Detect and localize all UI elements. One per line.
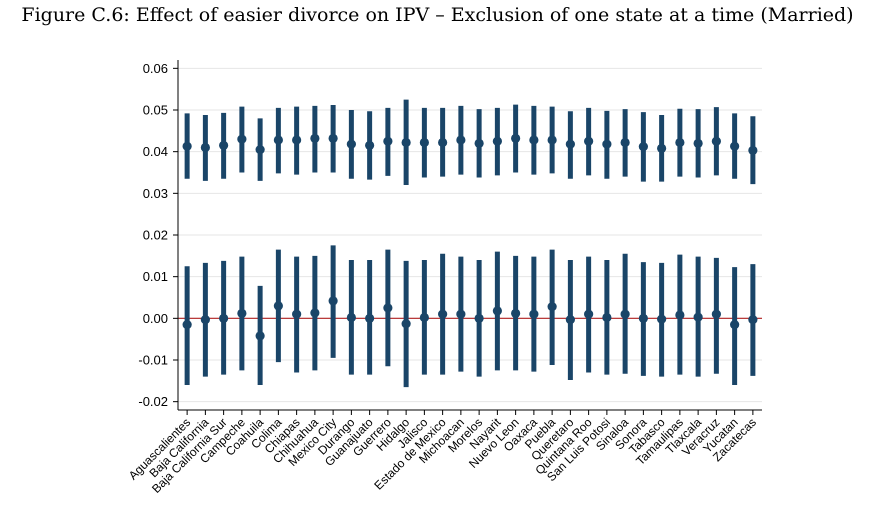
point-marker bbox=[675, 137, 685, 148]
point-marker bbox=[401, 319, 411, 329]
y-tick-label: 0.04 bbox=[143, 144, 168, 159]
point-marker bbox=[438, 309, 448, 319]
point-marker bbox=[219, 140, 229, 151]
point-marker bbox=[711, 309, 721, 319]
y-tick-label: 0.05 bbox=[143, 103, 168, 118]
point-marker bbox=[565, 139, 575, 149]
y-tick-labels: -0.02 -0.01 0.00 0.01 0.02 0.03 0.04 0.05 0.06 bbox=[138, 61, 168, 409]
point-marker bbox=[328, 133, 338, 143]
point-marker bbox=[529, 309, 539, 319]
point-marker bbox=[383, 303, 393, 313]
point-marker bbox=[492, 306, 502, 316]
point-marker bbox=[310, 308, 320, 318]
point-marker bbox=[310, 133, 320, 143]
point-marker bbox=[730, 319, 740, 330]
point-marker bbox=[584, 136, 594, 146]
point-marker bbox=[255, 331, 265, 341]
grid-lines bbox=[178, 67, 762, 403]
y-tick-label: 0.00 bbox=[143, 311, 168, 326]
point-marker bbox=[419, 137, 429, 148]
point-marker bbox=[584, 309, 594, 319]
point-marker bbox=[602, 139, 612, 149]
point-marker bbox=[182, 141, 192, 151]
point-marker bbox=[511, 133, 521, 143]
point-marker bbox=[292, 309, 302, 319]
y-tick-label: -0.01 bbox=[138, 353, 168, 368]
point-marker bbox=[693, 138, 703, 148]
point-marker bbox=[620, 309, 630, 319]
point-marker bbox=[328, 296, 338, 306]
point-marker bbox=[474, 313, 484, 323]
y-tick-label: 0.03 bbox=[143, 186, 168, 201]
point-marker bbox=[255, 144, 265, 155]
point-marker bbox=[273, 135, 283, 145]
point-marker bbox=[602, 312, 612, 323]
y-tick-label: 0.02 bbox=[143, 228, 168, 243]
point-marker bbox=[511, 308, 521, 318]
point-marker bbox=[200, 142, 210, 153]
point-marker bbox=[273, 301, 283, 311]
point-marker bbox=[419, 312, 429, 323]
point-marker bbox=[219, 313, 229, 323]
point-marker bbox=[620, 137, 630, 148]
point-marker bbox=[200, 314, 210, 325]
y-tick-label: 0.01 bbox=[143, 269, 168, 284]
point-marker bbox=[492, 136, 502, 146]
point-marker bbox=[547, 135, 557, 145]
point-marker bbox=[237, 134, 247, 144]
point-marker bbox=[675, 310, 685, 320]
point-marker bbox=[346, 312, 356, 323]
point-marker bbox=[365, 313, 375, 323]
y-tick-label: 0.06 bbox=[143, 61, 168, 76]
point-marker bbox=[730, 141, 740, 151]
confidence-intervals bbox=[184, 99, 756, 388]
point-marker bbox=[474, 138, 484, 148]
point-marker bbox=[182, 319, 192, 330]
point-marker bbox=[365, 140, 375, 151]
y-tick-label: -0.02 bbox=[138, 394, 168, 409]
point-marker bbox=[638, 142, 648, 152]
point-marker bbox=[292, 135, 302, 145]
point-estimates bbox=[182, 133, 758, 341]
point-marker bbox=[438, 137, 448, 148]
figure-title: Figure C.6: Effect of easier divorce on … bbox=[21, 4, 854, 26]
point-marker bbox=[529, 135, 539, 145]
axes bbox=[173, 60, 762, 415]
point-marker bbox=[401, 137, 411, 148]
point-marker bbox=[565, 314, 575, 325]
point-marker bbox=[456, 309, 466, 319]
point-marker bbox=[748, 314, 758, 325]
point-marker bbox=[657, 143, 667, 153]
point-marker bbox=[547, 302, 557, 312]
point-marker bbox=[638, 313, 648, 323]
point-marker bbox=[693, 312, 703, 322]
point-marker bbox=[237, 308, 247, 318]
point-marker bbox=[748, 145, 758, 156]
point-marker bbox=[383, 136, 393, 146]
point-marker bbox=[456, 135, 466, 145]
point-marker bbox=[657, 314, 667, 324]
point-marker bbox=[346, 139, 356, 149]
point-marker bbox=[711, 136, 721, 146]
